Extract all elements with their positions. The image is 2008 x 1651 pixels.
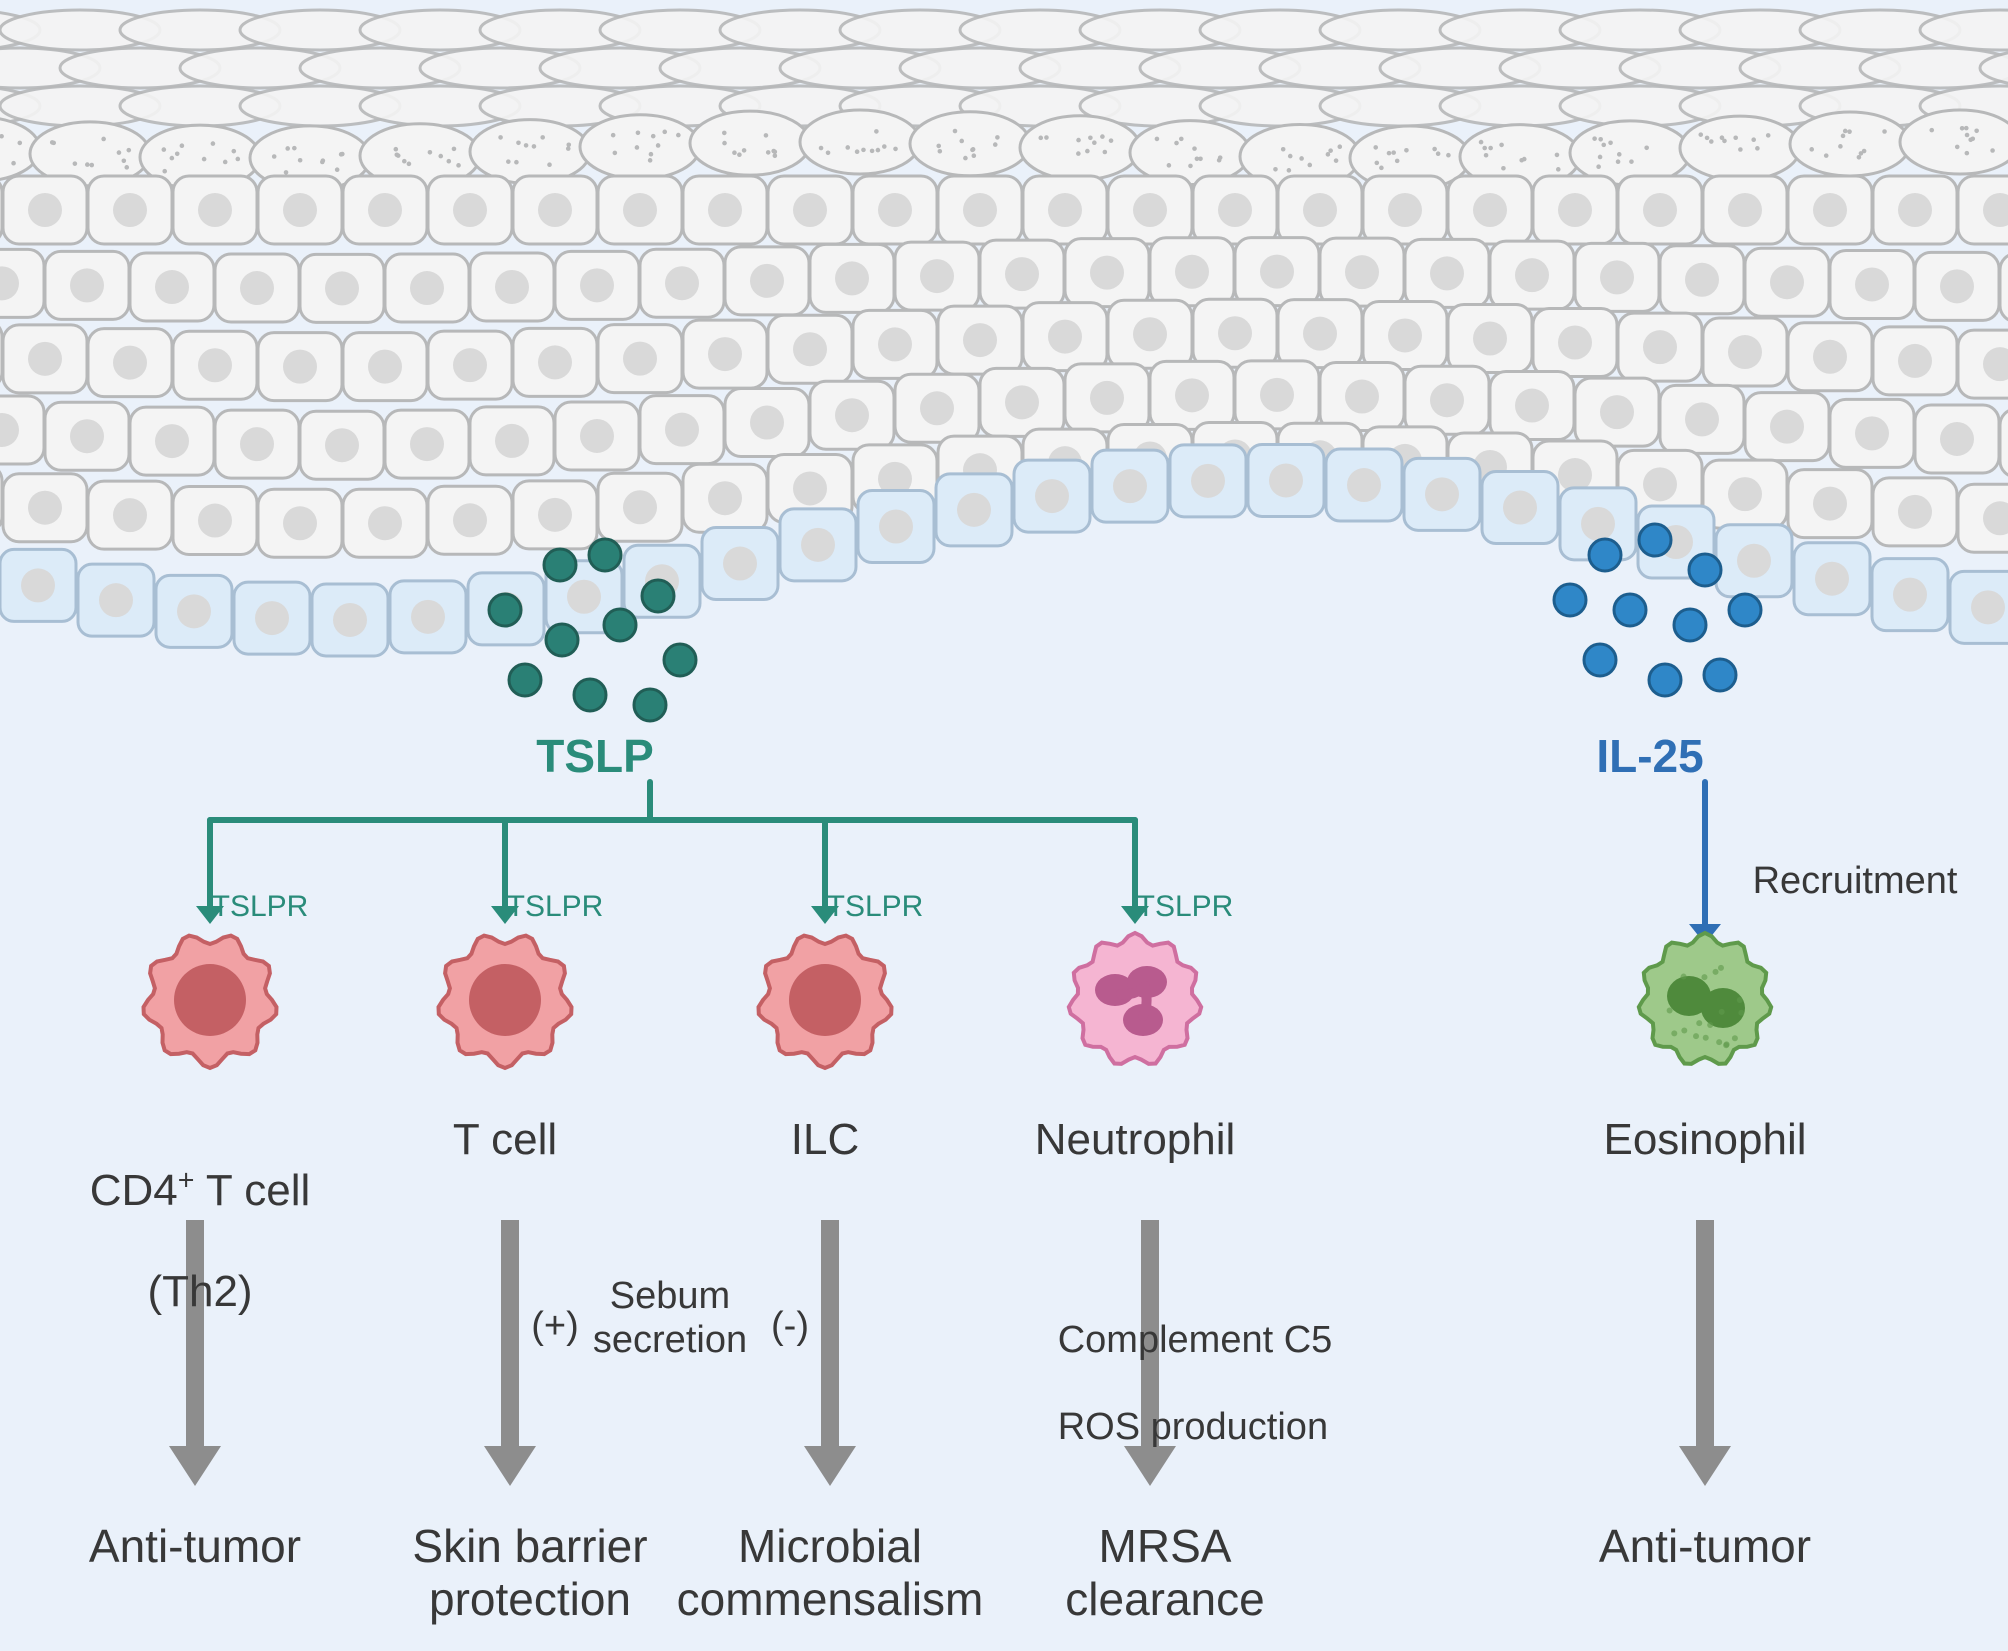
neutrophil-name: Neutrophil (1035, 1115, 1236, 1166)
diagram-svg (0, 0, 2008, 1651)
outcome-tcell: Skin barrier protection (412, 1520, 647, 1626)
recruitment-label: Recruitment (1753, 860, 1958, 904)
sebum-text: Sebum secretion (593, 1275, 747, 1362)
neutrophil-annot-l1: Complement C5 (1058, 1319, 1333, 1361)
cd4t-name-line1: CD4+ T cell (90, 1166, 311, 1215)
tslpr-label-1: TSLPR (212, 890, 309, 925)
tslpr-label-3: TSLPR (827, 890, 924, 925)
tslpr-label-4: TSLPR (1137, 890, 1234, 925)
cd4t-name: CD4+ T cell (Th2) (90, 1115, 311, 1317)
outcome-neutrophil: MRSA clearance (1065, 1520, 1264, 1626)
ilc-name: ILC (791, 1115, 859, 1166)
sebum-plus: (+) (531, 1305, 579, 1349)
tslpr-label-2: TSLPR (507, 890, 604, 925)
outcome-cd4t: Anti-tumor (89, 1520, 301, 1573)
outcome-ilc: Microbial commensalism (677, 1520, 984, 1626)
neutrophil-annot: Complement C5 ROS production (1058, 1275, 1333, 1450)
outcome-eosinophil: Anti-tumor (1599, 1520, 1811, 1573)
il25-label: IL-25 (1596, 730, 1703, 783)
cd4t-name-line2: (Th2) (147, 1267, 252, 1316)
sebum-minus: (-) (771, 1305, 809, 1349)
tcell-name: T cell (453, 1115, 557, 1166)
diagram-stage: { "canvas": { "width": 2008, "height": 1… (0, 0, 2008, 1651)
tslp-label: TSLP (536, 730, 654, 783)
neutrophil-annot-l2: ROS production (1058, 1406, 1328, 1448)
eosinophil-name: Eosinophil (1603, 1115, 1806, 1166)
